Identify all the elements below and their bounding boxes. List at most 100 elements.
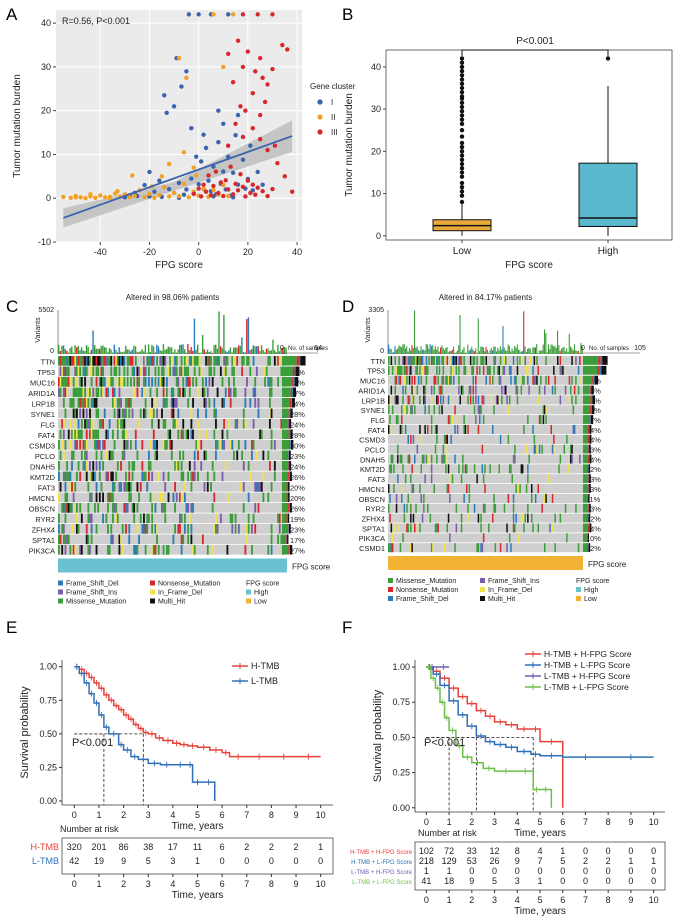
mutation-cell xyxy=(244,398,247,408)
mutation-cell xyxy=(152,429,155,440)
mutation-cell xyxy=(508,395,511,405)
survival-curve xyxy=(426,666,553,808)
mutation-cell xyxy=(215,524,217,534)
mutation-cell xyxy=(193,461,196,471)
mutation-cell xyxy=(393,484,395,494)
gene-label: TTN xyxy=(371,357,385,366)
mutation-cell xyxy=(482,503,485,513)
mutation-cell xyxy=(403,405,406,415)
legend-swatch xyxy=(58,598,63,604)
mutation-cell xyxy=(116,429,119,440)
gene-percent: 12% xyxy=(586,514,601,523)
mutation-cell xyxy=(172,408,175,419)
variants-bar xyxy=(572,350,574,354)
mutation-cell xyxy=(200,440,203,450)
mutation-cell xyxy=(453,375,455,385)
mutation-cell xyxy=(79,440,82,450)
mutation-cell xyxy=(175,492,178,503)
mutation-cell xyxy=(464,464,467,474)
mutation-cell xyxy=(401,484,403,494)
mutation-cell xyxy=(66,534,69,545)
variants-bar xyxy=(494,346,496,354)
samples-bar xyxy=(289,471,292,481)
risk-x-tick-label: 5 xyxy=(537,895,542,905)
variants-bar xyxy=(200,352,202,354)
mutation-cell xyxy=(100,387,103,398)
risk-count: 6 xyxy=(220,842,225,852)
mutation-cell xyxy=(108,492,111,503)
mutation-cell xyxy=(516,365,519,375)
mutation-cell xyxy=(69,545,72,555)
scatter-point xyxy=(203,189,209,194)
mutation-cell xyxy=(84,398,87,408)
variants-bar xyxy=(264,352,266,354)
mutation-cell xyxy=(74,366,77,377)
scatter-point xyxy=(132,193,137,199)
y-tick-label: 1.00 xyxy=(392,662,410,672)
mutation-cell xyxy=(479,405,481,415)
variants-bar xyxy=(436,349,438,354)
mutation-cell xyxy=(190,419,193,429)
variants-bar xyxy=(554,345,556,354)
gene-label: TP53 xyxy=(367,367,385,376)
mutation-cell xyxy=(423,493,425,503)
mutation-cell xyxy=(397,365,399,375)
legend-label: Missense_Mutation xyxy=(396,578,456,585)
mutation-cell xyxy=(395,493,398,503)
mutation-cell xyxy=(527,375,529,385)
variants-bar xyxy=(89,352,91,354)
mutation-cell xyxy=(466,464,468,474)
mutation-cell xyxy=(192,377,194,387)
mutation-cell xyxy=(527,415,529,425)
mutation-cell xyxy=(203,450,206,461)
mutation-cell xyxy=(121,356,124,366)
variants-bar xyxy=(143,351,145,354)
legend-label: In_Frame_Del xyxy=(158,590,203,597)
mutation-cell xyxy=(442,356,445,366)
mutation-cell xyxy=(164,513,167,524)
mutation-cell xyxy=(161,356,163,366)
mutation-cell xyxy=(154,524,157,534)
variants-bar xyxy=(247,317,250,354)
mutation-cell xyxy=(449,474,451,484)
mutation-cell xyxy=(264,366,266,377)
mutation-cell xyxy=(466,484,468,494)
mutation-cell xyxy=(125,408,127,419)
variants-bar xyxy=(183,349,186,354)
oncoplot-row xyxy=(388,454,583,464)
panel-label-e: E xyxy=(6,618,17,637)
variants-bar xyxy=(133,345,135,354)
oncoplot-row xyxy=(388,533,583,543)
mutation-cell xyxy=(270,534,273,545)
mutation-cell xyxy=(236,450,239,461)
mutation-cell xyxy=(74,419,77,429)
mutation-cell xyxy=(197,408,199,419)
mutation-cell xyxy=(430,395,433,405)
mutation-cell xyxy=(134,356,137,366)
box-outlier xyxy=(459,90,465,95)
mutation-cell xyxy=(410,474,412,484)
mutation-cell xyxy=(438,356,441,366)
y-tick-label: 0 xyxy=(376,231,381,241)
mutation-cell xyxy=(93,440,96,450)
variants-bar xyxy=(201,335,204,354)
legend-swatch xyxy=(58,589,63,595)
scatter-point xyxy=(270,12,275,17)
variants-bar xyxy=(223,314,225,354)
gene-label: LRP1B xyxy=(362,396,385,405)
mutation-cell xyxy=(170,440,173,450)
gene-percent: 24% xyxy=(290,463,305,472)
mutation-cell xyxy=(270,377,273,387)
mutation-cell xyxy=(442,365,445,375)
mutation-cell xyxy=(108,356,111,366)
variants-bar xyxy=(393,352,395,354)
mutation-cell xyxy=(66,387,69,398)
oncoplot-row xyxy=(58,461,287,471)
mutation-cell xyxy=(270,524,273,534)
gene-label: TP53 xyxy=(37,368,55,377)
mutation-cell xyxy=(177,387,180,398)
y-tick-label: 0 xyxy=(46,193,51,203)
gene-percent: 24% xyxy=(290,421,305,430)
mutation-cell xyxy=(162,471,165,482)
mutation-cell xyxy=(406,375,408,385)
